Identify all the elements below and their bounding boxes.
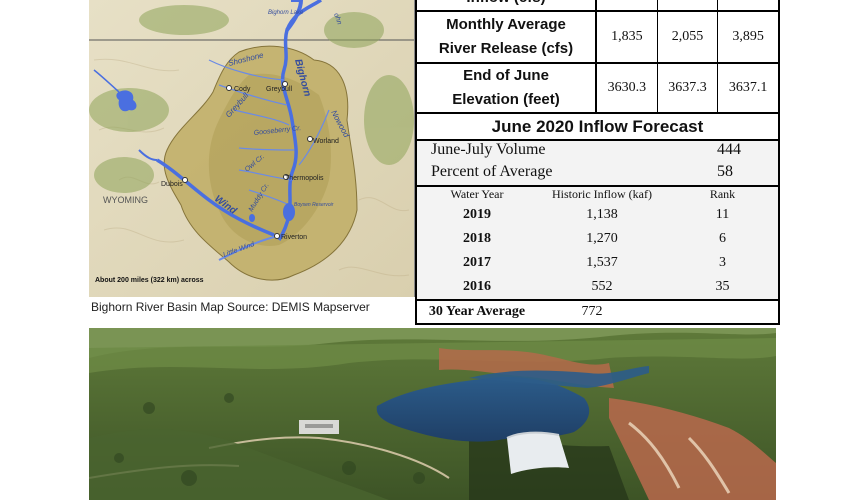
label-cody: Cody [234, 86, 251, 93]
label-boysen: Boysen Reservoir [294, 202, 334, 208]
forecast-title: June 2020 Inflow Forecast [417, 114, 778, 141]
avg-label: 30 Year Average [428, 304, 526, 319]
table-row: 2016 552 35 [417, 275, 778, 299]
label-dubois: Dubois [161, 181, 183, 188]
elevation-row: End of June Elevation (feet) 3630.3 3637… [417, 64, 778, 114]
volume-label: June-July Volume [431, 141, 546, 158]
release-label-line1: Monthly Average [446, 16, 566, 33]
release-value: 2,055 [658, 12, 719, 62]
map-scale-text: About 200 miles (322 km) across [95, 277, 204, 284]
table-row: 2018 1,270 6 [417, 227, 778, 251]
bighorn-basin-map: Bighorn Lake ohn Shoshone Greybull Bigho… [89, 0, 415, 297]
label-wyoming: WYOMING [103, 195, 148, 205]
reservoir-table: Inflow (cfs) Monthly Average River Relea… [415, 0, 780, 325]
dam-aerial-photo [89, 328, 776, 500]
elevation-value: 3630.3 [597, 64, 658, 112]
header-rank: Rank [709, 187, 736, 201]
release-value: 1,835 [597, 12, 658, 62]
elevation-value: 3637.1 [728, 80, 768, 95]
volume-row: June-July Volume 444 [417, 141, 778, 163]
header-water-year: Water Year [450, 187, 504, 201]
inflow-row-label: Inflow (cfs) [417, 0, 595, 10]
row-rank: 35 [715, 279, 730, 294]
percent-label: Percent of Average [431, 163, 553, 180]
label-thermopolis: Thermopolis [285, 175, 324, 182]
row-inflow: 552 [591, 279, 613, 294]
percent-row: Percent of Average 58 [417, 163, 778, 185]
volume-value: 444 [717, 141, 741, 158]
map-caption: Bighorn River Basin Map Source: DEMIS Ma… [91, 300, 370, 314]
table-row: 2019 1,138 11 [417, 203, 778, 227]
row-rank: 11 [715, 207, 730, 222]
row-year: 2019 [463, 207, 491, 222]
elevation-label-line1: End of June [463, 67, 549, 84]
thirty-year-average-row: 30 Year Average 772 [417, 299, 778, 325]
label-greybull-town: Greybull [266, 86, 293, 93]
label-riverton: Riverton [281, 234, 307, 241]
percent-value: 58 [717, 163, 733, 180]
label-bighorn-lake: Bighorn Lake [268, 10, 304, 16]
elevation-label-line2: Elevation (feet) [452, 91, 560, 108]
history-header: Water Year Historic Inflow (kaf) Rank [417, 185, 778, 203]
inflow-row: Inflow (cfs) [417, 0, 778, 12]
label-worland: Worland [313, 138, 339, 145]
row-inflow: 1,537 [586, 255, 618, 270]
row-inflow: 1,138 [586, 207, 618, 222]
row-year: 2017 [463, 255, 491, 270]
release-row: Monthly Average River Release (cfs) 1,83… [417, 12, 778, 64]
release-value: 3,895 [732, 29, 764, 44]
map-graphic: Bighorn Lake ohn Shoshone Greybull Bigho… [89, 0, 414, 297]
dam-photo-graphic [89, 328, 776, 500]
row-year: 2018 [463, 231, 491, 246]
row-year: 2016 [463, 279, 491, 294]
row-rank: 3 [719, 255, 726, 270]
header-historic-inflow: Historic Inflow (kaf) [552, 187, 652, 201]
avg-value: 772 [581, 304, 603, 319]
release-label-line2: River Release (cfs) [438, 40, 574, 57]
row-inflow: 1,270 [586, 231, 618, 246]
table-row: 2017 1,537 3 [417, 251, 778, 275]
label-corner: ohn [332, 12, 343, 25]
history-body: 2019 1,138 11 2018 1,270 6 2017 1,537 3 … [417, 203, 778, 299]
label-gooseberry: Gooseberry Cr. [253, 125, 301, 137]
elevation-value: 3637.3 [658, 64, 719, 112]
row-rank: 6 [719, 231, 726, 246]
